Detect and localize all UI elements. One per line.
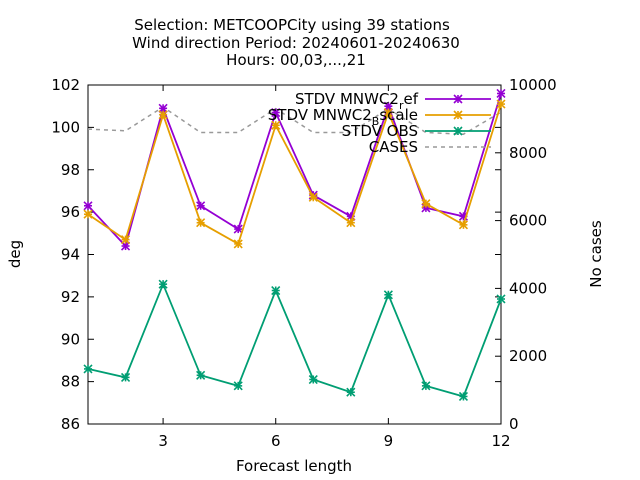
data-point [83,364,93,374]
y2-tick-label: 2000 [509,347,547,365]
series-line [87,103,502,246]
y-tick-label: 92 [61,288,80,306]
series-cases [87,106,502,135]
data-point [158,279,168,289]
x-tick-label: 9 [384,432,394,450]
series-line [87,281,502,398]
chart-title-line-2: Wind direction Period: 20240601-20240630 [132,34,460,52]
data-point [120,372,131,382]
data-point [83,209,93,219]
data-point [421,199,431,209]
y2-tick-label: 0 [509,415,519,433]
legend-entry-cases: CASES [369,138,418,156]
chart-title-line-1: Selection: METCOOPCity using 39 stations [134,16,450,34]
legend-sample-marker [453,126,463,136]
y-tick-label: 100 [51,118,80,136]
series-line [87,106,502,135]
y2-tick-label: 8000 [509,144,547,162]
legend-entry-stdv-mnwc2-bscale: STDV MNWC2Bscale [268,106,418,128]
data-point [271,285,281,296]
data-point [196,201,206,211]
y2-tick-label: 4000 [509,279,547,297]
data-point [458,391,469,402]
data-point [308,192,318,202]
data-point [496,294,506,304]
x-tick-label: 12 [491,432,510,450]
legend-label-cases: CASES [369,138,418,156]
series-layer [83,88,506,402]
series-stdv-obs [83,279,506,402]
data-point [308,374,318,385]
legend-samples [425,94,491,148]
data-point [271,107,281,118]
data-point [233,381,243,391]
data-point [421,381,431,391]
data-point [383,107,393,118]
data-point [233,224,243,234]
series-stdv-mnwc2-bscale [83,99,506,249]
legend-sample-marker [453,94,463,104]
y-tick-label: 88 [61,373,80,391]
y-tick-label: 102 [51,76,80,94]
data-point [271,120,281,130]
y2-axis-label: No cases [587,220,605,288]
y-axis-label: deg [6,240,24,268]
x-tick-label: 3 [158,432,168,450]
legend-sample-marker [453,110,463,120]
plot-frame [87,84,502,425]
legend: STDV MNWC2ref STDV MNWC2Bscale STDV OBS … [268,90,491,156]
legend-entry-stdv-obs: STDV OBS [342,122,418,140]
legend-label-stdv-obs: STDV OBS [342,122,418,140]
y-axis-left: 86 88 90 92 94 96 98 100 102 [51,76,501,433]
y2-tick-label: 6000 [509,212,547,230]
data-point [196,218,206,228]
legend-label-stdv-mnwc2-ref: STDV MNWC2ref [295,90,419,112]
data-point [383,290,393,300]
y-tick-label: 98 [61,161,80,179]
data-point [83,201,93,211]
y2-tick-label: 10000 [509,76,557,94]
x-axis: 3 6 9 12 [158,85,511,450]
y-tick-label: 86 [61,415,80,433]
data-point [346,387,356,397]
chart-title-line-3: Hours: 00,03,...,21 [226,51,366,69]
data-point [196,370,206,380]
y-tick-label: 94 [61,246,80,264]
data-point [158,110,168,120]
data-point [233,239,243,249]
y-tick-label: 90 [61,330,80,348]
y-axis-right: 0 2000 4000 6000 8000 10000 [495,76,557,433]
data-point [120,235,131,245]
legend-entry-stdv-mnwc2-ref: STDV MNWC2ref [295,90,419,112]
data-point [346,218,356,228]
series-stdv-mnwc2-ref [83,88,506,251]
series-line [87,93,502,248]
y-tick-label: 96 [61,203,80,221]
legend-label-stdv-mnwc2-bscale: STDV MNWC2Bscale [268,106,418,128]
x-tick-label: 6 [271,432,281,450]
data-point [496,88,506,99]
x-axis-label: Forecast length [236,457,352,475]
data-point [496,99,506,109]
data-point [458,220,469,230]
